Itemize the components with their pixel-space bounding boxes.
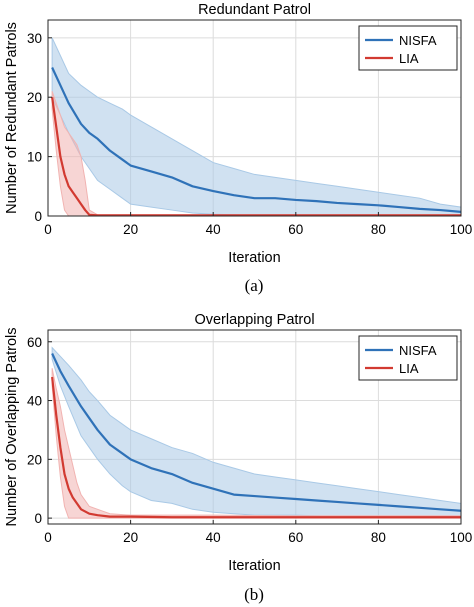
chart-title: Overlapping Patrol [194,312,314,328]
chart-title: Redundant Patrol [198,2,311,18]
y-tick-label: 10 [27,150,42,165]
x-tick-label: 60 [288,530,303,545]
y-axis-label: Number of Overlapping Patrols [4,327,20,526]
x-tick-label: 100 [450,222,473,237]
legend: NISFA LIA [358,335,458,381]
x-tick-label: 20 [123,530,138,545]
legend-label-nisfa: NISFA [399,33,437,48]
x-tick-label: 80 [371,222,386,237]
x-axis-label: Iteration [228,250,280,266]
legend-box [358,25,458,71]
legend-label-lia: LIA [399,51,419,66]
x-tick-label: 0 [44,530,52,545]
redundant-patrol-chart: 0 20 40 60 80 100 0 10 20 30 Redundant Patrol Itera… [4,2,472,295]
line-lia [51,97,461,217]
y-axis-label: Number of Redundant Patrols [4,22,20,214]
overlapping-patrol-chart: 0 20 40 60 80 100 0 20 40 60 Overlapping Patrol Ite… [4,312,472,604]
y-tick-label: 0 [34,511,42,526]
x-tick-label: 20 [123,222,138,237]
x-axis-label: Iteration [228,558,280,574]
x-tick-label: 0 [44,222,52,237]
line-nisfa [51,353,462,512]
x-tick-label: 60 [288,222,303,237]
figure-caption: (b) [244,585,264,604]
legend: NISFA LIA [358,25,458,71]
x-tick-label: 100 [450,530,473,545]
y-tick-label: 40 [27,394,42,409]
y-tick-label: 30 [27,31,42,46]
y-tick-label: 20 [27,90,42,105]
axes-box [47,19,462,217]
y-tick-label: 60 [27,335,42,350]
y-tick-label: 20 [27,452,42,467]
x-tick-label: 40 [206,222,221,237]
line-nisfa [51,67,462,213]
legend-label-nisfa: NISFA [399,343,437,358]
legend-label-lia: LIA [399,361,419,376]
x-tick-label: 80 [371,530,386,545]
y-tick-label: 0 [34,209,42,224]
line-lia [51,376,461,519]
legend-box [358,335,458,381]
figure-caption: (a) [245,276,264,295]
axes-box [47,329,462,525]
band-lia [51,368,462,519]
x-tick-label: 40 [206,530,221,545]
